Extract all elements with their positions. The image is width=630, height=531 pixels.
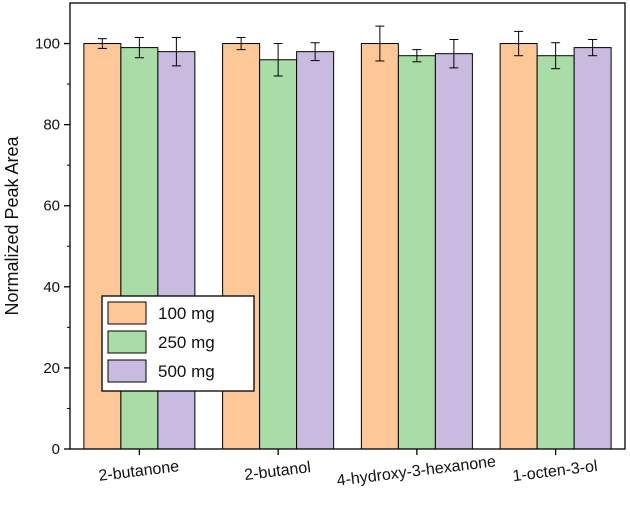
error-bar: [171, 36, 181, 67]
error-bars-layer: [97, 25, 598, 77]
bar: [296, 51, 335, 450]
error-bar: [588, 38, 598, 57]
error-bar: [375, 25, 385, 62]
error-bar: [449, 38, 459, 69]
x-axis: 2-butanone 2-butanol 4-hydroxy-3-hexanone 1…: [98, 449, 599, 490]
y-tick-label: 0: [52, 441, 60, 458]
bar: [397, 55, 436, 450]
y-tick-label: 60: [43, 198, 60, 215]
x-tick-label: 4-hydroxy-3-hexanone: [336, 453, 497, 489]
error-bar: [97, 38, 107, 49]
legend: 100 mg 250 mg 500 mg: [101, 295, 255, 392]
bar: [360, 43, 399, 450]
y-axis-label: Normalized Peak Area: [2, 135, 22, 315]
legend-swatch: [107, 330, 147, 354]
y-tick-label: 40: [43, 279, 60, 296]
y-axis: 0 20 40 60 80 100: [35, 36, 70, 458]
bar: [499, 43, 538, 450]
bar: [434, 53, 473, 450]
y-tick-label: 100: [35, 36, 60, 53]
error-bar: [134, 36, 144, 59]
y-tick-label: 20: [43, 360, 60, 377]
legend-label: 500 mg: [158, 362, 215, 381]
x-tick-label: 1-octen-3-ol: [512, 458, 599, 485]
legend-label: 250 mg: [158, 333, 215, 352]
error-bar: [236, 36, 246, 51]
y-tick-label: 80: [43, 117, 60, 134]
legend-swatch: [107, 359, 147, 383]
error-bar: [273, 43, 283, 77]
bar: [259, 59, 298, 450]
x-tick-label: 2-butanone: [98, 458, 181, 485]
plot-frame: [69, 2, 626, 450]
error-bar: [551, 42, 561, 70]
legend-label: 100 mg: [158, 304, 215, 323]
error-bar: [412, 49, 422, 63]
bar: [536, 55, 575, 450]
error-bar: [310, 42, 320, 62]
x-tick-label: 2-butanol: [243, 459, 311, 484]
bar: [573, 47, 612, 450]
error-bar: [514, 30, 524, 57]
legend-swatch: [107, 301, 147, 325]
